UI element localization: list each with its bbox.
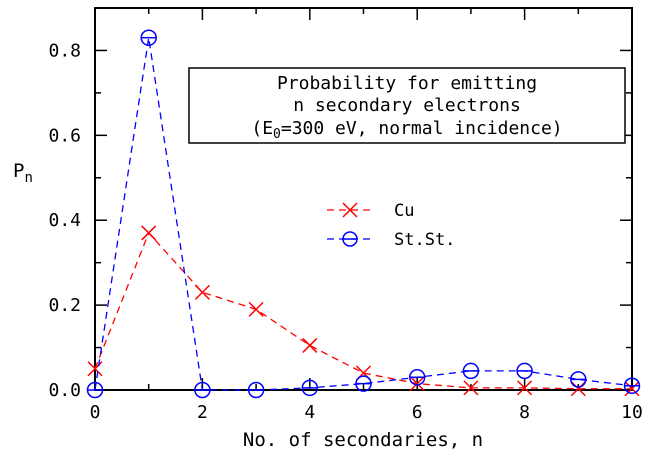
x-tick-label: 10 <box>621 402 643 423</box>
annotation-line-1: Probability for emitting <box>277 73 537 94</box>
y-tick-label: 0.2 <box>48 295 81 316</box>
x-tick-label: 6 <box>412 402 423 423</box>
legend-label-stst: St.St. <box>394 230 455 250</box>
axis-ticks <box>95 8 632 390</box>
legend-entry-stst: St.St. <box>327 230 455 250</box>
legend-entry-cu: Cu <box>327 201 414 221</box>
y-axis-title: Pn <box>13 160 33 186</box>
annotation-line-3: (E0=300 eV, normal incidence) <box>251 118 562 142</box>
plot-frame <box>95 8 632 390</box>
series-line-cu <box>95 233 632 389</box>
x-tick-label: 8 <box>519 402 530 423</box>
data-point-cu <box>303 338 317 352</box>
legend-marker-stst <box>343 232 357 246</box>
legend-label-cu: Cu <box>394 201 414 221</box>
y-tick-label: 0.6 <box>48 125 81 146</box>
y-tick-label: 0.4 <box>48 210 81 231</box>
legend: Cu St.St. <box>327 201 455 250</box>
annotation-line-3-post: =300 eV, normal incidence) <box>281 118 563 139</box>
y-axis-title-main: P <box>13 160 24 182</box>
data-point-stst <box>517 363 532 378</box>
data-point-cu <box>195 285 209 299</box>
annotation-box: Probability for emitting n secondary ele… <box>189 68 625 143</box>
x-tick-label: 4 <box>304 402 315 423</box>
annotation-line-3-pre: (E <box>251 118 273 139</box>
data-point-cu <box>249 302 263 316</box>
x-axis-title: No. of secondaries, n <box>243 429 483 451</box>
data-point-cu <box>142 226 156 240</box>
data-point-stst <box>141 30 156 45</box>
annotation-line-3-sub: 0 <box>273 127 281 142</box>
x-tick-label: 0 <box>90 402 101 423</box>
series-cu <box>88 226 639 396</box>
y-axis-title-sub: n <box>24 170 32 186</box>
data-point-stst <box>463 363 478 378</box>
y-tick-label: 0.0 <box>48 380 81 401</box>
annotation-line-2: n secondary electrons <box>293 95 521 116</box>
x-tick-label: 2 <box>197 402 208 423</box>
y-tick-label: 0.8 <box>48 40 81 61</box>
